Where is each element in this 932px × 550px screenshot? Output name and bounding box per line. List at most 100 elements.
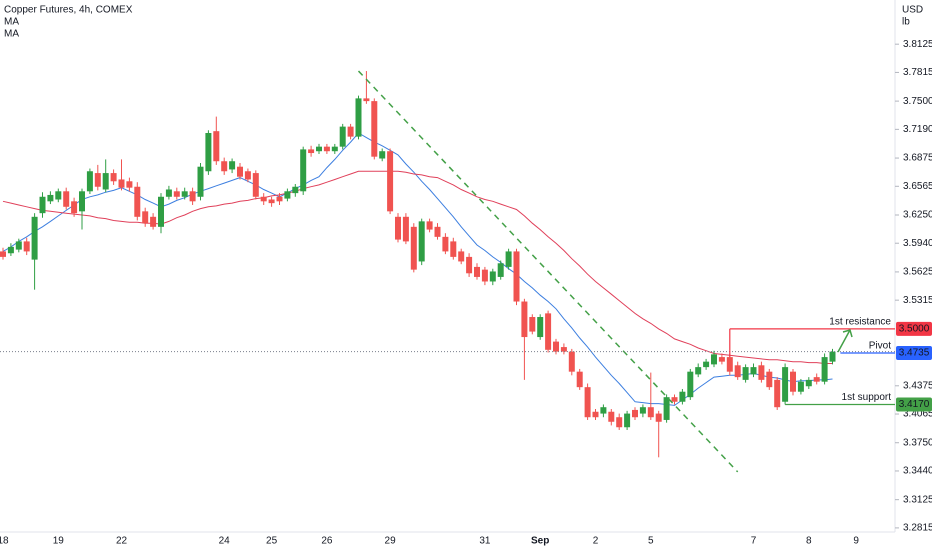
candle-body — [118, 179, 125, 188]
candle-body — [63, 191, 70, 207]
y-tick-label: 3.5315 — [903, 295, 932, 306]
level-name: Pivot — [869, 341, 891, 352]
candle-body — [252, 173, 259, 197]
candle-body — [213, 131, 220, 162]
y-tick-label: 3.4065 — [903, 409, 932, 420]
y-tick-label: 3.5625 — [903, 267, 932, 278]
candle-body — [458, 251, 465, 262]
x-tick-label: 18 — [0, 536, 9, 547]
candle-body — [553, 341, 559, 352]
y-tick-label: 3.3125 — [903, 494, 932, 505]
candle-body — [568, 351, 575, 372]
candle-body — [181, 191, 188, 197]
x-tick-label: 7 — [751, 536, 757, 547]
legend-ma-2: MA — [4, 29, 19, 40]
y-tick-label: 3.3750 — [903, 437, 932, 448]
candle-body — [766, 371, 773, 388]
candle-body — [55, 191, 62, 200]
candle-body — [624, 413, 631, 428]
candle-body — [237, 166, 243, 177]
candle-body — [110, 173, 117, 182]
candle-body — [221, 161, 228, 172]
candle-body — [481, 269, 488, 282]
candle-body — [15, 241, 22, 250]
candle-body — [284, 191, 291, 199]
candle-body — [521, 301, 528, 338]
candle-body — [244, 171, 251, 180]
x-tick-label: 25 — [266, 536, 278, 547]
x-tick-label: 29 — [385, 536, 397, 547]
candle-body — [205, 133, 212, 172]
level-name: 1st resistance — [829, 316, 891, 327]
candle-body — [632, 409, 638, 418]
candle-body — [260, 196, 267, 202]
level-tag-label: 3.4170 — [899, 399, 930, 410]
candle-body — [545, 313, 552, 350]
candle-body — [600, 407, 607, 414]
candle-body — [726, 357, 733, 372]
candle-body — [584, 387, 591, 418]
candle-body — [695, 367, 702, 375]
candle-body — [300, 149, 307, 192]
candle-body — [276, 196, 283, 202]
candle-body — [158, 196, 164, 227]
candle-body — [7, 246, 14, 254]
x-tick-label: 8 — [806, 536, 812, 547]
x-tick-label: Sep — [531, 536, 549, 547]
x-tick-label: 19 — [53, 536, 65, 547]
x-tick-label: 22 — [116, 536, 128, 547]
candle-body — [616, 417, 623, 428]
moving-average — [2, 132, 833, 406]
level-tag — [896, 321, 932, 336]
candle-body — [513, 251, 520, 302]
candle-body — [86, 171, 93, 192]
candle-body — [703, 361, 710, 368]
level-tag — [896, 397, 932, 412]
candle-body — [308, 149, 315, 154]
candle-body — [742, 367, 749, 380]
trendline — [357, 70, 739, 473]
candle-body — [442, 236, 449, 252]
candle-body — [339, 126, 346, 147]
candle-body — [718, 357, 725, 362]
candle-body — [387, 151, 394, 212]
candle-body — [608, 411, 615, 422]
x-tick-label: 26 — [321, 536, 333, 547]
candle-body — [426, 221, 433, 230]
x-tick-label: 2 — [593, 536, 599, 547]
candle-body — [142, 211, 149, 224]
candle-body — [371, 101, 378, 157]
candle-body — [79, 191, 85, 212]
candle-body — [292, 186, 299, 194]
candle-body — [323, 146, 330, 152]
level-tag-label: 3.4735 — [899, 348, 930, 359]
candle-body — [173, 191, 180, 197]
candle-body — [94, 173, 101, 187]
level-name: 1st support — [842, 392, 892, 403]
arrow — [837, 329, 853, 353]
candle-body — [576, 371, 583, 388]
candle-body — [663, 397, 670, 420]
candle-body — [23, 241, 30, 252]
candle-body — [505, 251, 512, 267]
candle-body — [537, 317, 544, 338]
candle-body — [782, 367, 789, 402]
candle-body — [813, 377, 820, 382]
candle-body — [489, 271, 496, 282]
candle-body — [126, 181, 133, 188]
level-tag — [896, 345, 932, 360]
candle-body — [687, 371, 694, 398]
candle-body — [805, 379, 812, 387]
candle-body — [31, 216, 38, 260]
candle-body — [474, 266, 480, 277]
x-tick-label: 9 — [853, 536, 859, 547]
candle-body — [47, 194, 54, 202]
y-tick-label: 3.8125 — [903, 39, 932, 50]
candle-body — [395, 216, 401, 240]
y-tick-label: 3.6875 — [903, 153, 932, 164]
candle-body — [655, 413, 662, 422]
candle-body — [165, 189, 172, 197]
candle-body — [418, 221, 425, 262]
candle-body — [497, 263, 504, 277]
x-tick-label: 24 — [219, 536, 231, 547]
